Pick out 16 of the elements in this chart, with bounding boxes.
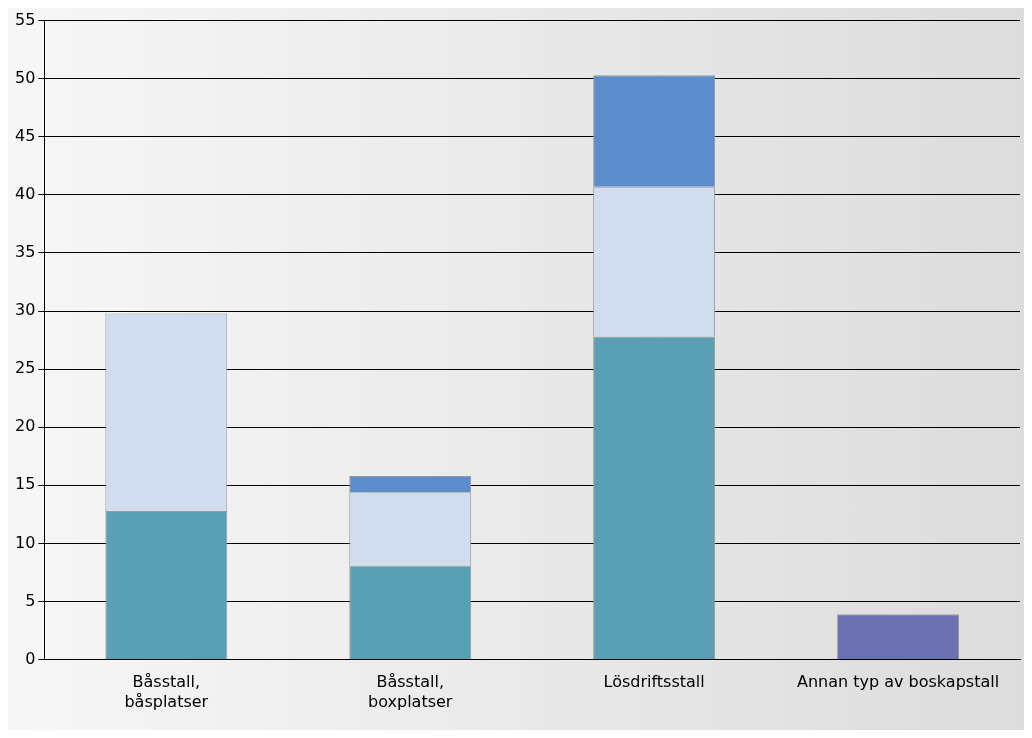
y-tick-label: 45 xyxy=(15,125,36,145)
y-tick-label: 20 xyxy=(15,416,36,436)
y-tick-label: 15 xyxy=(15,474,36,494)
y-tick-label: 25 xyxy=(15,358,36,378)
y-tick-label: 5 xyxy=(25,590,36,610)
y-tick-label: 50 xyxy=(15,67,36,87)
y-tick-label: 0 xyxy=(25,648,36,668)
y-tick-label: 35 xyxy=(15,242,36,262)
x-tick-label: Båsstall, båsplatser xyxy=(124,672,209,711)
x-tick-label: Annan typ av boskapstall xyxy=(796,672,1000,692)
x-tick-label: Lösdriftsstall xyxy=(603,672,705,692)
y-tick-label: 40 xyxy=(15,184,36,204)
y-tick-label: 55 xyxy=(15,9,36,29)
y-tick-label: 10 xyxy=(15,532,36,552)
y-tick-label: 30 xyxy=(15,300,36,320)
x-tick-label: Båsstall, boxplatser xyxy=(368,672,453,711)
